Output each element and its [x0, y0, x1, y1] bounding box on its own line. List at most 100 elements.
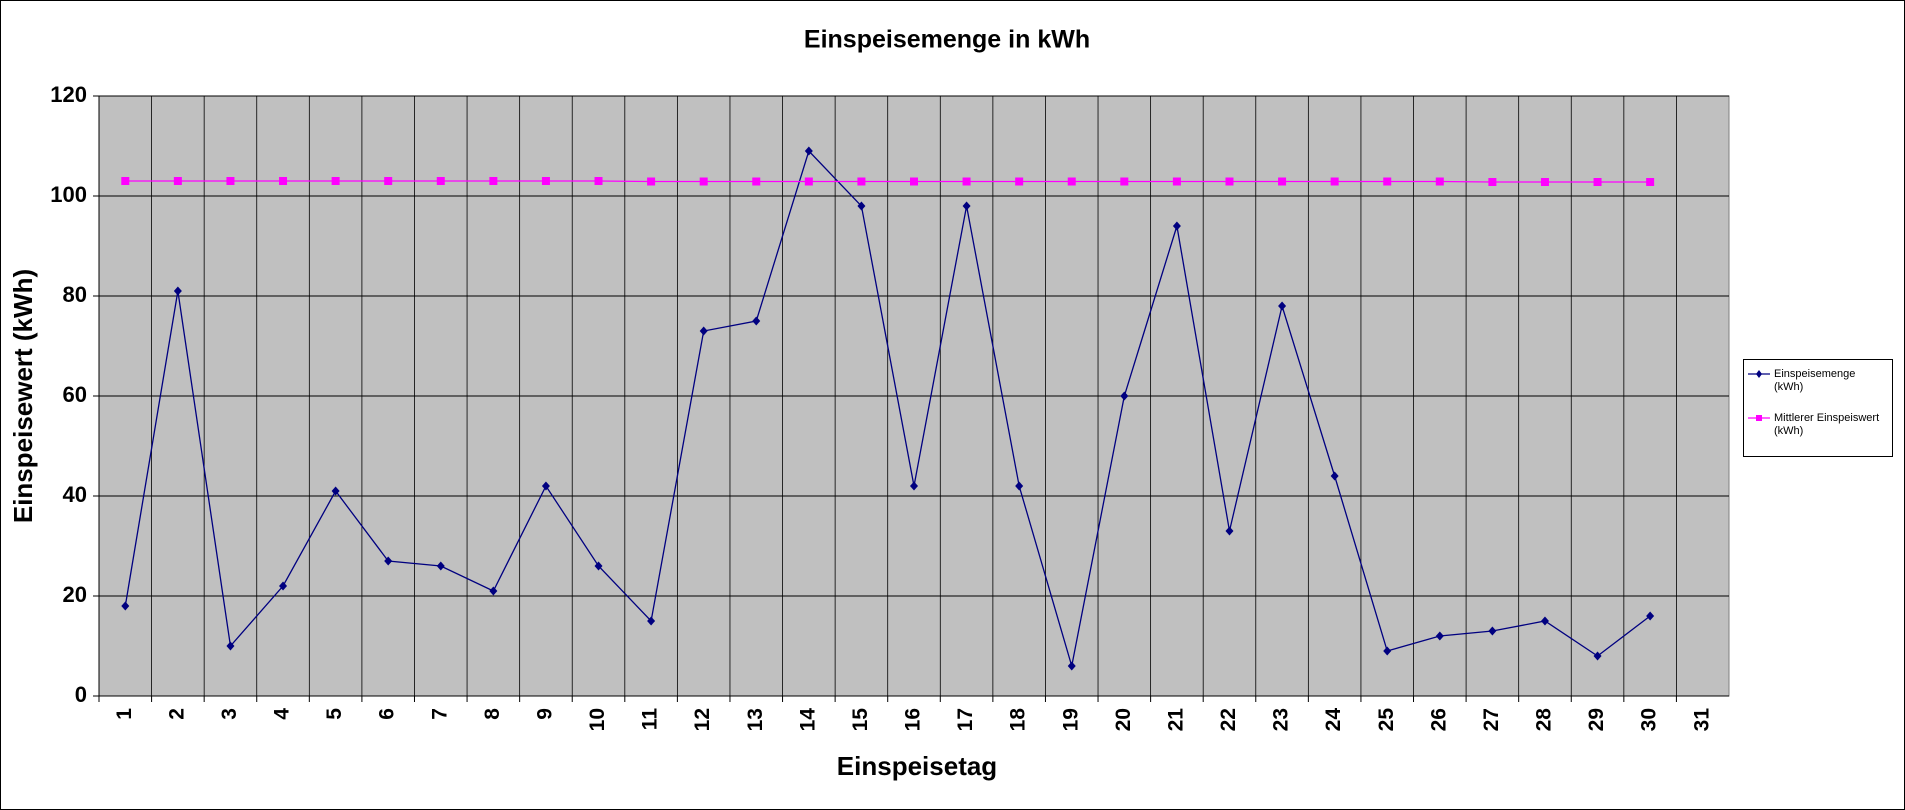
marker [594, 561, 603, 571]
marker [121, 177, 130, 185]
marker [1330, 471, 1339, 481]
x-tick-label: 15 [849, 708, 872, 732]
x-tick-label: 24 [1322, 708, 1345, 732]
marker [226, 641, 235, 651]
x-tick-label: 28 [1533, 708, 1556, 732]
marker [1278, 301, 1287, 311]
marker [331, 486, 340, 496]
x-tick-label: 18 [1007, 708, 1030, 732]
marker [910, 177, 918, 186]
y-tick-label: 80 [63, 282, 87, 307]
marker [962, 177, 971, 186]
marker [804, 177, 813, 186]
marker [804, 146, 813, 156]
marker [1488, 178, 1497, 186]
legend: Einspeisemenge (kWh) Mittlerer Einspeiswe… [1743, 359, 1893, 457]
y-tick-label: 120 [50, 82, 87, 107]
y-axis-label: Einspeisewert (kWh) [8, 269, 38, 523]
marker [699, 326, 708, 336]
x-tick-label: 22 [1217, 708, 1240, 731]
marker [962, 201, 971, 211]
marker [647, 177, 656, 186]
x-tick-label: 20 [1112, 708, 1135, 731]
marker [1646, 611, 1655, 621]
legend-label: Mittlerer Einspeiswert (kWh) [1774, 412, 1880, 437]
marker [1540, 178, 1549, 186]
marker [910, 481, 918, 491]
marker [857, 177, 866, 186]
legend-label: Einspeisemenge (kWh) [1774, 368, 1856, 393]
marker [279, 177, 288, 185]
x-tick-label: 19 [1059, 708, 1082, 731]
marker [1015, 177, 1024, 186]
marker [647, 616, 656, 626]
marker [1330, 177, 1339, 186]
x-axis-label: Einspeisetag [837, 751, 997, 781]
marker [489, 177, 498, 185]
legend-item: Einspeisemenge (kWh) [1748, 368, 1888, 394]
x-tick-label: 17 [954, 708, 977, 731]
marker [331, 177, 340, 185]
marker [121, 601, 130, 611]
y-tick-label: 100 [50, 182, 87, 207]
marker [541, 177, 550, 185]
marker [699, 177, 708, 186]
x-tick-label: 6 [376, 708, 399, 720]
marker [1225, 177, 1234, 186]
x-tick-label: 12 [691, 708, 714, 731]
x-tick-label: 14 [796, 708, 819, 732]
x-tick-label: 23 [1270, 708, 1293, 731]
marker [1488, 626, 1497, 636]
marker [541, 481, 550, 491]
marker [1593, 651, 1602, 661]
marker [1067, 661, 1076, 671]
marker [1172, 221, 1181, 231]
marker [1435, 631, 1444, 641]
x-tick-label: 29 [1585, 708, 1608, 731]
legend-swatch [1748, 415, 1770, 421]
y-tick-label: 20 [63, 582, 87, 607]
marker [1120, 177, 1129, 186]
marker [1383, 646, 1392, 656]
marker [752, 177, 761, 186]
marker [489, 586, 498, 596]
marker [1435, 177, 1444, 186]
x-tick-label: 1 [113, 708, 136, 720]
marker [1383, 177, 1392, 186]
marker [226, 177, 235, 185]
marker [279, 581, 288, 591]
marker [1172, 177, 1181, 186]
x-tick-label: 25 [1375, 708, 1398, 732]
x-tick-label: 3 [218, 708, 241, 720]
marker [384, 177, 393, 185]
x-tick-label: 26 [1427, 708, 1450, 731]
x-tick-label: 16 [902, 708, 925, 731]
x-tick-label: 27 [1480, 708, 1503, 731]
series-line [124, 149, 1651, 667]
marker [594, 177, 603, 185]
y-tick-label: 40 [63, 482, 87, 507]
legend-item: Mittlerer Einspeiswert (kWh) [1748, 412, 1888, 438]
x-tick-label: 5 [323, 708, 346, 720]
marker [1120, 391, 1129, 401]
x-tick-label: 7 [428, 708, 451, 720]
x-tick-label: 2 [165, 708, 188, 720]
x-tick-label: 31 [1690, 708, 1713, 732]
legend-marker [1756, 370, 1762, 378]
x-tick-label: 8 [481, 708, 504, 720]
chart-title: Einspeisemenge in kWh [804, 26, 1090, 54]
marker [384, 556, 393, 566]
marker [436, 561, 445, 571]
marker [1646, 178, 1655, 186]
y-tick-label: 0 [75, 682, 87, 707]
x-tick-label: 11 [639, 708, 662, 731]
x-tick-label: 4 [271, 708, 294, 720]
series-line [125, 180, 1651, 183]
x-tick-label: 10 [586, 708, 609, 731]
x-tick-label: 9 [533, 708, 556, 720]
x-tick-label: 30 [1638, 708, 1661, 731]
marker [1593, 178, 1602, 186]
legend-marker [1756, 415, 1762, 421]
marker [173, 286, 182, 296]
